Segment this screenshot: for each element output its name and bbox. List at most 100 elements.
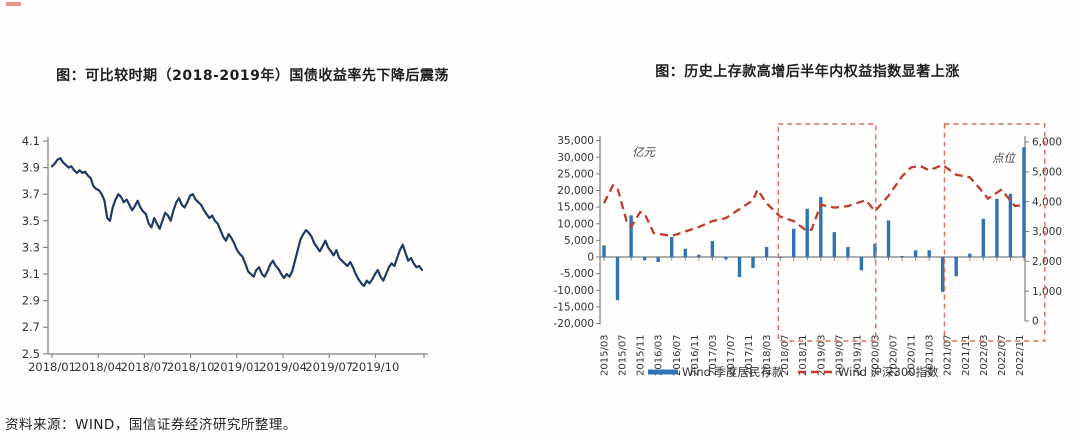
deposit-bar [846, 247, 850, 257]
right-chart-left-y-label: 25,000 [557, 168, 594, 180]
left-x-tick-label: 2019/07 [305, 360, 353, 374]
deposit-bar [737, 257, 742, 277]
left-y-tick-label: 2.5 [22, 347, 40, 361]
deposit-bar [927, 250, 931, 257]
left-x-tick-label: 2018/04 [74, 360, 122, 374]
deposit-bar [697, 254, 701, 257]
right-x-tick-label: 2019/03 [816, 334, 827, 376]
deposit-bar [683, 248, 687, 257]
deposit-bar [629, 215, 633, 257]
page-accent-mark [6, 2, 21, 6]
right-chart-left-y-label: -5,000 [560, 268, 594, 280]
right-x-tick-label: 2016/11 [690, 334, 701, 376]
deposit-bar [913, 250, 918, 257]
csi300-line [602, 163, 1025, 238]
deposit-bar [602, 245, 606, 257]
left-y-tick-label: 3.5 [22, 214, 40, 228]
left-chart-title: 图：可比较时期（2018-2019年）国债收益率先下降后震荡 [56, 68, 449, 84]
deposit-bar [832, 232, 836, 257]
right-chart-left-y-label: -20,000 [553, 318, 594, 330]
left-y-tick-label: 3.3 [22, 240, 40, 254]
left-axis-unit-label: 亿元 [632, 145, 656, 159]
deposit-bar [954, 257, 958, 277]
right-x-tick-label: 2017/07 [726, 334, 737, 376]
right-x-tick-label: 2015/11 [636, 334, 647, 376]
deposit-bar [615, 257, 620, 301]
right-chart-left-y-label: 5,000 [564, 235, 594, 247]
deposit-bar [805, 208, 809, 257]
deposit-bars [602, 147, 1026, 301]
deposit-bar [1008, 193, 1013, 257]
right-x-tick-label: 2019/07 [834, 334, 845, 376]
source-note: 资料来源：WIND，国信证券经济研究所整理。 [5, 417, 297, 433]
legend-line-label: Wind 沪深300指数 [838, 365, 939, 379]
right-x-tick-label: 2017/11 [744, 334, 755, 376]
right-x-tick-label: 2021/07 [943, 334, 954, 376]
left-axes: 4.13.93.73.53.33.12.92.72.52018/012018/0… [22, 134, 428, 374]
right-x-tick-label: 2015/07 [618, 334, 629, 376]
deposit-bar [792, 228, 796, 257]
right-chart-left-y-label: -10,000 [553, 285, 594, 297]
right-axis-unit-label: 点位 [992, 151, 1016, 165]
left-x-tick-label: 2019/01 [213, 360, 261, 374]
left-x-tick-label: 2019/04 [259, 360, 307, 374]
left-y-tick-label: 3.7 [22, 187, 40, 201]
right-x-tick-label: 2020/11 [907, 334, 918, 376]
deposit-bar [900, 256, 904, 257]
deposit-bar [873, 243, 877, 257]
left-x-tick-label: 2019/10 [352, 360, 400, 374]
right-chart-left-y-label: 0 [587, 252, 594, 264]
highlight-box [777, 123, 877, 342]
right-x-tick-label: 2018/03 [762, 334, 773, 376]
right-chart-title: 图：历史上存款高增后半年内权益指数显著上涨 [655, 64, 960, 80]
left-x-tick-label: 2018/01 [28, 360, 76, 374]
right-chart-legend: Wind 季度居民存款 Wind 沪深300指数 [648, 365, 939, 379]
deposit-bar [764, 247, 769, 257]
deposit-bar [968, 253, 972, 257]
bond-yield-line [50, 157, 424, 288]
deposit-bar [724, 257, 728, 260]
right-x-tick-label: 2020/07 [889, 334, 900, 376]
right-chart-left-y-label: -15,000 [553, 301, 594, 313]
right-x-tick-label: 2015/03 [600, 334, 611, 376]
left-y-tick-label: 3.1 [22, 267, 40, 281]
right-x-tick-label: 2016/03 [654, 334, 665, 376]
right-x-tick-label: 2017/03 [708, 334, 719, 376]
deposit-bar [819, 197, 823, 257]
right-chart-left-y-label: 35,000 [557, 135, 594, 147]
deposit-bar [941, 257, 945, 292]
right-chart-right-y-label: 5,000 [1032, 166, 1062, 178]
right-chart-right-y-label: 3,000 [1032, 226, 1062, 238]
legend-bar-label: Wind 季度居民存款 [682, 365, 784, 379]
right-chart-right-y-label: 0 [1032, 316, 1039, 328]
right-chart-left-y-label: 15,000 [557, 202, 594, 214]
deposit-bar [642, 257, 647, 261]
left-y-tick-label: 2.7 [22, 320, 40, 334]
deposit-bar [656, 257, 660, 262]
bond-yield-chart: 4.13.93.73.53.33.12.92.72.52018/012018/0… [22, 134, 428, 374]
right-x-tick-label: 2021/03 [925, 334, 936, 376]
right-chart-left-y-label: 20,000 [557, 185, 594, 197]
right-chart-left-y-label: 10,000 [557, 218, 594, 230]
left-y-tick-label: 3.9 [22, 161, 40, 175]
left-x-tick-label: 2018/07 [121, 360, 169, 374]
right-x-tick-label: 2018/07 [780, 334, 791, 376]
right-chart-right-y-label: 4,000 [1032, 196, 1062, 208]
right-x-tick-label: 2021/11 [961, 334, 972, 376]
left-y-tick-label: 2.9 [22, 294, 40, 308]
right-chart-right-y-label: 1,000 [1032, 286, 1062, 298]
right-chart-right-y-label: 2,000 [1032, 256, 1062, 268]
right-x-tick-label: 2022/11 [1015, 334, 1026, 376]
deposit-bar [778, 257, 782, 258]
right-x-tick-label: 2020/03 [870, 334, 881, 376]
deposits-csi300-chart: 35,000 30,000 25,000 20,000 15,000 10,000 5,00… [553, 123, 1062, 379]
deposit-bar [670, 237, 674, 257]
left-y-tick-label: 4.1 [22, 134, 40, 148]
right-x-labels: 2015/03 2015/07 2015/11 2016/03 2016/07 2016/… [600, 334, 1026, 376]
right-x-tick-label: 2016/07 [672, 334, 683, 376]
right-x-tick-label: 2019/11 [852, 334, 863, 376]
legend-bar-swatch [648, 369, 678, 375]
right-axes: 35,000 30,000 25,000 20,000 15,000 10,000 5,00… [553, 135, 1062, 330]
right-x-tick-label: 2022/03 [979, 334, 990, 376]
deposit-bar [859, 257, 864, 271]
